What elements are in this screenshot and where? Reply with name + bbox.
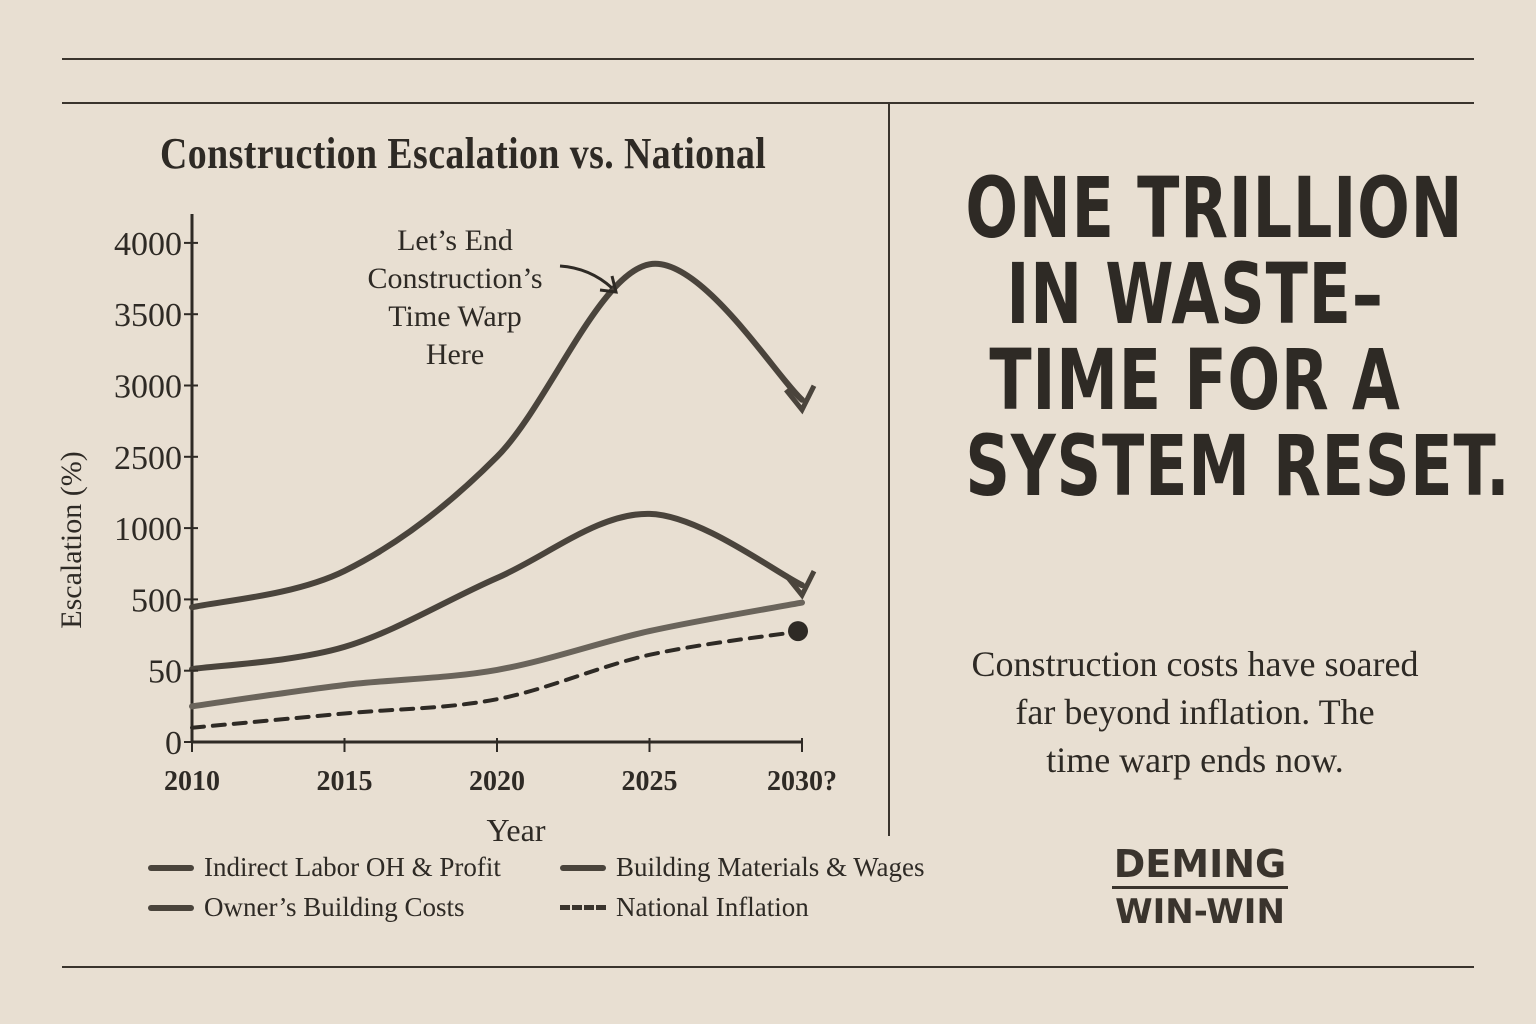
annotation-line: Time Warp <box>388 300 522 333</box>
legend-label: Building Materials & Wages <box>616 852 925 882</box>
legend-item: Indirect Labor OH & Profit <box>148 852 501 883</box>
column-divider <box>888 104 890 836</box>
y-tick-label: 1000 <box>114 511 182 548</box>
headline: ONE TRILLION IN WASTE– TIME FOR A SYSTEM… <box>965 159 1511 515</box>
top-rule <box>62 58 1474 60</box>
legend-label: Owner’s Building Costs <box>204 892 465 922</box>
headline-line: TIME FOR A <box>989 331 1401 429</box>
subtext-line: far beyond inflation. The <box>1015 692 1375 732</box>
x-tick-label: 2015 <box>317 766 373 797</box>
legend-swatch <box>560 864 606 871</box>
series-line <box>189 510 805 673</box>
chart-annotation: Let’s End Construction’s Time Warp Here <box>350 222 560 374</box>
x-axis-label: Year <box>486 812 546 848</box>
bottom-rule <box>62 966 1474 968</box>
legend-swatch <box>148 864 194 871</box>
legend-swatch-dashed <box>560 905 606 910</box>
legend-item: Building Materials & Wages <box>560 852 925 883</box>
series-line <box>190 629 804 730</box>
x-tick-label: 2030? <box>767 766 837 797</box>
brand-logo: DEMING WIN-WIN <box>1100 842 1300 935</box>
series-line <box>189 599 805 710</box>
x-tick-label: 2020 <box>469 766 525 797</box>
headline-line: IN WASTE– <box>1006 245 1384 343</box>
y-axis-label: Escalation (%) <box>55 451 88 629</box>
series-line <box>189 260 805 611</box>
x-tick-label: 2010 <box>164 766 220 797</box>
y-tick-label: 4000 <box>114 226 182 263</box>
subtext-line: Construction costs have soared <box>971 644 1419 684</box>
legend-item: National Inflation <box>560 892 809 923</box>
annotation-line: Construction’s <box>367 262 543 295</box>
legend-swatch <box>148 904 194 911</box>
y-tick-label: 0 <box>165 725 182 762</box>
annotation-line: Let’s End <box>397 224 513 257</box>
subtext: Construction costs have soared far beyon… <box>915 640 1475 784</box>
series-end-arrow <box>784 570 817 600</box>
headline-line: SYSTEM RESET. <box>965 417 1511 515</box>
legend-label: National Inflation <box>616 892 809 922</box>
y-tick-label: 50 <box>148 654 182 691</box>
annotation-line: Here <box>425 338 485 371</box>
brand-line-2: WIN-WIN <box>1115 892 1285 932</box>
chart-title: Construction Escalation vs. National <box>160 129 767 178</box>
brand-line-1: DEMING <box>1111 842 1289 889</box>
annotation-arrow <box>559 264 614 290</box>
chart-ticks: 0 50 500 1000 2500 3000 3500 4000 2010 2015 2020 20… <box>114 226 837 797</box>
subtext-line: time warp ends now. <box>1046 740 1344 780</box>
y-tick-label: 500 <box>131 582 182 619</box>
legend-item: Owner’s Building Costs <box>148 892 465 923</box>
annotation-arrowhead <box>599 275 618 294</box>
headline-line: ONE TRILLION <box>965 159 1464 257</box>
chart-series <box>189 260 817 730</box>
y-tick-label: 3000 <box>114 369 182 406</box>
x-tick-label: 2025 <box>622 766 678 797</box>
y-tick-label: 2500 <box>114 440 182 477</box>
series-end-arrow <box>784 384 817 415</box>
series-end-point <box>788 621 808 642</box>
header-rule <box>62 102 1474 104</box>
legend-label: Indirect Labor OH & Profit <box>204 852 501 882</box>
y-tick-label: 3500 <box>114 297 182 334</box>
